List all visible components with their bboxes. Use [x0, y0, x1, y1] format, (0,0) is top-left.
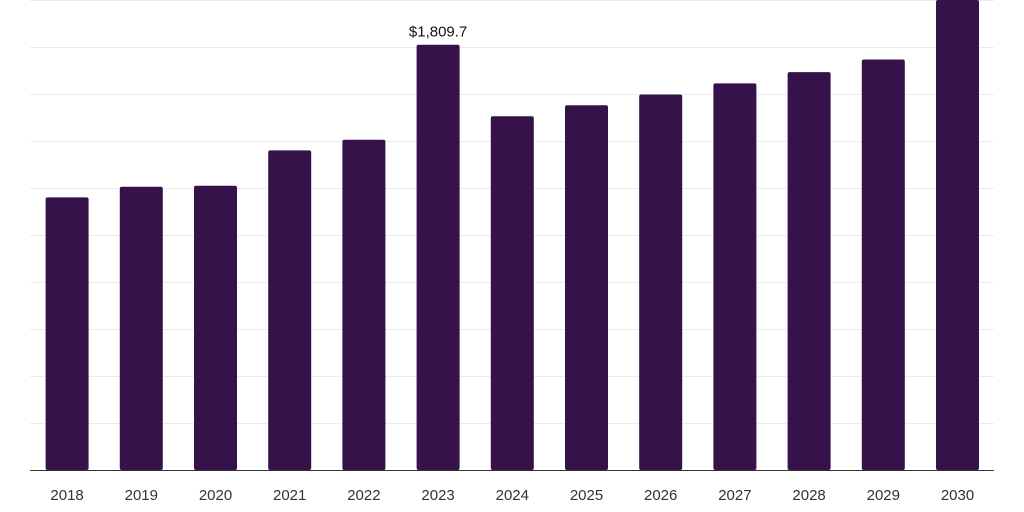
bar-2025 — [565, 105, 608, 471]
x-tick-label: 2021 — [273, 487, 306, 504]
x-tick-label: 2020 — [199, 487, 232, 504]
x-tick-label: 2023 — [421, 487, 454, 504]
x-tick-label: 2029 — [867, 487, 900, 504]
bar-2020 — [194, 185, 237, 470]
bar-2030 — [936, 0, 979, 470]
x-tick-label: 2025 — [570, 487, 603, 504]
bar-2022 — [342, 139, 386, 471]
x-tick-label: 2027 — [718, 487, 751, 504]
x-tick-label: 2028 — [792, 487, 825, 504]
x-tick-label: 2022 — [347, 487, 380, 504]
bar-2019 — [119, 186, 163, 471]
bar-2021 — [268, 150, 312, 470]
data-label-2023: $1,809.7 — [409, 24, 467, 41]
bars — [45, 0, 979, 471]
bar-2029 — [861, 59, 905, 470]
data-labels: $1,809.7$2,220.6 — [409, 24, 467, 41]
bar-2026 — [639, 94, 683, 470]
x-tick-label: 2019 — [125, 487, 158, 504]
bar-2023 — [416, 44, 460, 470]
x-tick-label: 2026 — [644, 487, 677, 504]
x-axis-tick-labels: 2018 2019 2020 2021 2022 2023 2024 2025 2026 2027… — [50, 487, 974, 504]
bar-2027 — [713, 83, 757, 471]
bar-2028 — [787, 72, 831, 470]
x-tick-label: 2024 — [496, 487, 529, 504]
x-tick-label: 2018 — [50, 487, 83, 504]
x-tick-label: 2030 — [941, 487, 974, 504]
bar-2018 — [45, 197, 89, 470]
bar-2024 — [490, 116, 534, 471]
